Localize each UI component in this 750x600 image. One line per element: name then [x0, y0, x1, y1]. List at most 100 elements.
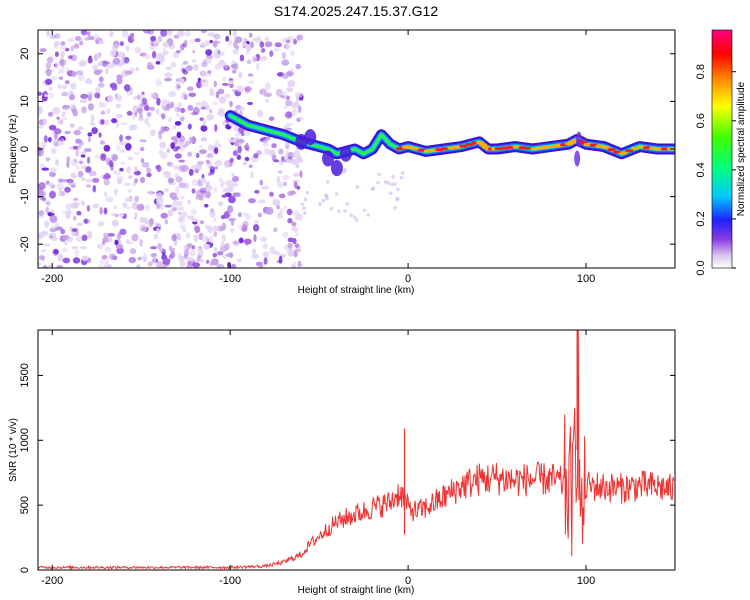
noise-speckle [215, 91, 220, 99]
noise-speckle [170, 136, 178, 141]
noise-speckle [377, 172, 382, 177]
noise-speckle [224, 243, 230, 251]
ridge-hotspot [494, 147, 503, 151]
noise-speckle [184, 30, 192, 37]
spectrogram-x-axis-label: Height of straight line (km) [298, 285, 415, 296]
noise-speckle [221, 194, 228, 198]
noise-speckle [105, 196, 114, 203]
noise-speckle [67, 37, 75, 43]
spectrogram-x-tick-label: -100 [219, 273, 241, 285]
noise-speckle [61, 85, 68, 90]
noise-speckle [111, 212, 116, 217]
noise-speckle [186, 243, 193, 248]
noise-speckle [103, 232, 110, 238]
noise-speckle [64, 80, 70, 85]
noise-speckle [162, 171, 167, 175]
snr-x-tick-label: 100 [577, 575, 595, 587]
noise-speckle [136, 203, 145, 211]
noise-speckle [293, 250, 298, 258]
noise-speckle [54, 141, 59, 147]
noise-speckle [228, 195, 236, 204]
spectrogram-y-tick-label: -20 [19, 236, 31, 252]
noise-speckle [41, 167, 50, 171]
noise-speckle [195, 81, 203, 89]
noise-speckle [302, 206, 306, 210]
noise-speckle [244, 86, 252, 93]
noise-speckle [213, 217, 217, 223]
noise-speckle [69, 123, 75, 128]
noise-speckle [144, 203, 150, 212]
noise-speckle [86, 91, 94, 96]
snr-x-tick-label: -100 [219, 575, 241, 587]
noise-speckle [243, 37, 248, 43]
noise-speckle [170, 61, 177, 68]
noise-speckle [234, 192, 242, 198]
noise-speckle [66, 209, 72, 216]
noise-speckle [111, 85, 118, 91]
noise-speckle [190, 208, 197, 215]
noise-speckle [38, 124, 44, 129]
noise-speckle [127, 241, 134, 245]
snr-panel: -200 -100 0 100 0 500 1000 1500 Height of stra… [8, 329, 676, 596]
noise-speckle [238, 106, 246, 112]
noise-speckle [139, 176, 146, 184]
noise-speckle [150, 92, 157, 100]
noise-speckle [399, 175, 404, 180]
noise-speckle [264, 36, 269, 42]
noise-speckle [191, 188, 196, 194]
noise-speckle [107, 95, 114, 103]
noise-speckle [168, 90, 177, 98]
noise-speckle [239, 54, 245, 62]
noise-speckle [166, 148, 170, 153]
noise-speckle [269, 50, 274, 57]
noise-speckle [160, 30, 168, 37]
noise-speckle [162, 257, 171, 265]
noise-speckle [188, 92, 197, 98]
noise-speckle [71, 228, 78, 232]
noise-speckle [131, 233, 139, 242]
ridge-hotspot [643, 146, 652, 150]
noise-speckle [174, 153, 182, 159]
noise-speckle [269, 191, 274, 197]
noise-speckle [175, 50, 181, 54]
noise-speckle [177, 252, 182, 259]
noise-speckle [193, 234, 199, 242]
noise-speckle [113, 205, 118, 210]
noise-speckle [188, 136, 194, 143]
noise-speckle [180, 107, 186, 114]
noise-speckle [162, 41, 170, 48]
noise-speckle [175, 82, 181, 91]
noise-speckle [58, 69, 62, 74]
noise-speckle [57, 137, 63, 142]
noise-speckle [143, 30, 151, 34]
noise-speckle [210, 208, 215, 213]
noise-speckle [283, 244, 289, 250]
noise-speckle [228, 80, 235, 85]
noise-speckle [224, 64, 229, 70]
spectrogram-y-tick-label: -10 [19, 189, 31, 205]
noise-speckle [283, 181, 288, 187]
snr-y-axis-label: SNR (10 * v/v) [8, 418, 19, 482]
noise-speckle [167, 30, 173, 36]
noise-speckle [229, 83, 234, 89]
noise-speckle [61, 247, 69, 253]
noise-speckle [125, 196, 134, 203]
noise-speckle [219, 96, 226, 104]
noise-speckle [205, 57, 212, 64]
noise-speckle [249, 32, 253, 38]
noise-speckle [185, 65, 193, 72]
noise-speckle [250, 171, 254, 179]
noise-speckle [194, 225, 201, 234]
noise-speckle [164, 204, 172, 208]
noise-speckle [205, 159, 210, 164]
noise-speckle [192, 262, 201, 268]
noise-speckle [236, 155, 242, 160]
ridge-hotspot [589, 143, 598, 147]
noise-speckle [48, 92, 54, 99]
noise-speckle [393, 182, 397, 186]
noise-speckle [46, 56, 54, 64]
noise-speckle [114, 239, 119, 246]
noise-speckle [174, 121, 182, 126]
noise-speckle [277, 181, 284, 188]
noise-speckle [115, 120, 120, 129]
